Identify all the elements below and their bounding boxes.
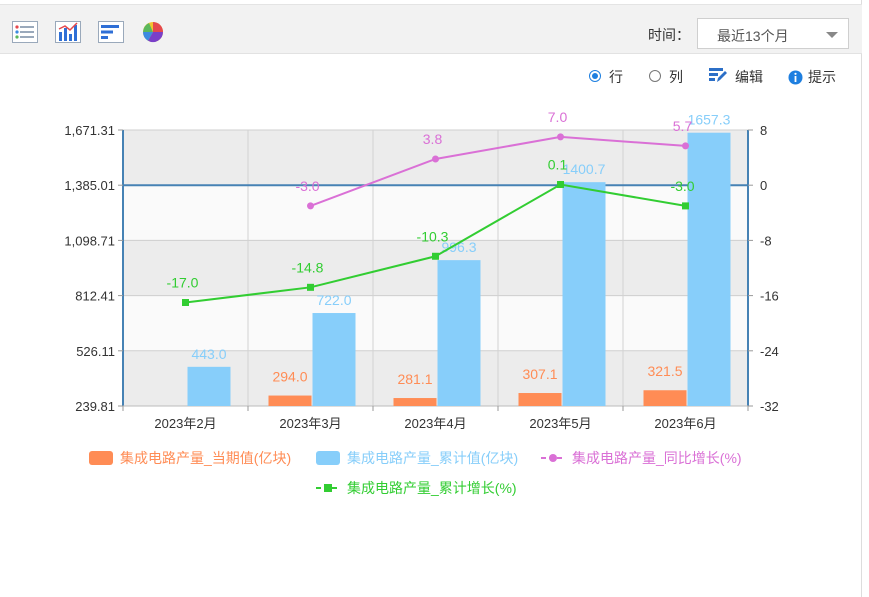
bar bbox=[687, 132, 731, 406]
bar bbox=[518, 393, 562, 406]
legend-swatch bbox=[316, 451, 340, 465]
y-right-tick-label: -8 bbox=[760, 233, 772, 248]
y-right-tick-label: 0 bbox=[760, 178, 767, 193]
list-view-icon[interactable] bbox=[12, 21, 38, 43]
data-label: 1657.3 bbox=[688, 112, 731, 128]
data-label: 443.0 bbox=[191, 346, 226, 362]
legend-label: 集成电路产量_累计值(亿块) bbox=[347, 450, 518, 466]
x-tick-label: 2023年5月 bbox=[529, 416, 591, 431]
row-radio[interactable] bbox=[589, 70, 601, 82]
line-point bbox=[307, 283, 314, 291]
line-point bbox=[432, 252, 439, 260]
data-label: 3.8 bbox=[423, 131, 443, 147]
data-label: 281.1 bbox=[397, 371, 432, 387]
info-icon bbox=[788, 70, 803, 85]
y-right-tick-label: 8 bbox=[760, 123, 767, 138]
row-option-label: 行 bbox=[609, 69, 623, 85]
bar bbox=[268, 395, 312, 406]
time-label: 时间： bbox=[648, 27, 690, 43]
toolbar: 时间： 最近13个月 bbox=[0, 4, 862, 54]
data-label: 307.1 bbox=[522, 366, 557, 382]
data-label: 0.1 bbox=[548, 157, 568, 173]
data-label: 321.5 bbox=[647, 363, 682, 379]
line-point bbox=[682, 202, 689, 210]
line-point bbox=[682, 142, 689, 150]
y-right-tick-label: -24 bbox=[760, 344, 779, 359]
data-label: 1400.7 bbox=[563, 161, 606, 177]
y-left-tick-label: 812.41 bbox=[75, 289, 115, 304]
grid-band bbox=[123, 240, 748, 296]
line-point bbox=[557, 181, 564, 189]
edit-icon bbox=[709, 68, 727, 82]
hint-label: 提示 bbox=[808, 69, 836, 85]
grid-band bbox=[123, 295, 748, 351]
data-label: 722.0 bbox=[316, 292, 351, 308]
grid-band bbox=[123, 185, 748, 241]
data-label: -14.8 bbox=[292, 259, 324, 275]
bar bbox=[562, 182, 606, 406]
data-label: 5.7 bbox=[673, 118, 693, 134]
line-point bbox=[432, 155, 439, 163]
line-point bbox=[557, 133, 564, 141]
line-point bbox=[182, 299, 189, 306]
pie-chart-icon[interactable] bbox=[141, 21, 167, 43]
x-tick-label: 2023年4月 bbox=[404, 416, 466, 431]
legend-label: 集成电路产量_同比增长(%) bbox=[572, 450, 742, 466]
time-range-select[interactable]: 最近13个月 bbox=[697, 18, 849, 49]
x-tick-label: 2023年2月 bbox=[154, 416, 216, 431]
y-right-tick-label: -32 bbox=[760, 399, 779, 414]
bar bbox=[393, 398, 437, 406]
chart: 1,671.31 1,385.01 1,098.71 812.41 526.11 239.… bbox=[64, 109, 779, 496]
horizontal-bar-icon[interactable] bbox=[98, 21, 124, 43]
data-label: -3.0 bbox=[670, 178, 694, 194]
y-right-tick-label: -16 bbox=[760, 289, 779, 304]
data-label: -17.0 bbox=[167, 275, 199, 291]
line-point bbox=[307, 202, 314, 210]
series-line bbox=[310, 135, 686, 207]
y-left-tick-label: 1,385.01 bbox=[64, 178, 115, 193]
column-radio[interactable] bbox=[649, 70, 661, 82]
bar bbox=[312, 313, 356, 406]
y-left-tick-label: 1,098.71 bbox=[64, 233, 115, 248]
y-left-tick-label: 1,671.31 bbox=[64, 123, 115, 138]
bar bbox=[643, 390, 687, 406]
data-label: -3.0 bbox=[295, 178, 319, 194]
bar bbox=[437, 260, 481, 406]
legend-swatch bbox=[89, 451, 113, 465]
x-tick-label: 2023年3月 bbox=[279, 416, 341, 431]
x-tick-label: 2023年6月 bbox=[654, 416, 716, 431]
legend-marker bbox=[549, 454, 557, 462]
column-option-label: 列 bbox=[669, 69, 683, 85]
edit-label: 编辑 bbox=[735, 69, 763, 85]
legend-label: 集成电路产量_累计增长(%) bbox=[347, 480, 517, 496]
bar bbox=[187, 366, 231, 406]
time-range-value: 最近13个月 bbox=[717, 28, 789, 44]
data-label: 996.3 bbox=[441, 239, 476, 255]
y-left-tick-label: 526.11 bbox=[76, 344, 115, 359]
data-label: 7.0 bbox=[548, 109, 568, 125]
chevron-down-icon[interactable] bbox=[826, 32, 838, 38]
legend-marker bbox=[324, 484, 332, 492]
bar-chart-icon[interactable] bbox=[55, 21, 81, 43]
data-label: 294.0 bbox=[272, 369, 307, 385]
data-label: -10.3 bbox=[417, 228, 449, 244]
y-left-tick-label: 239.81 bbox=[75, 399, 115, 414]
legend-label: 集成电路产量_当期值(亿块) bbox=[120, 450, 291, 466]
